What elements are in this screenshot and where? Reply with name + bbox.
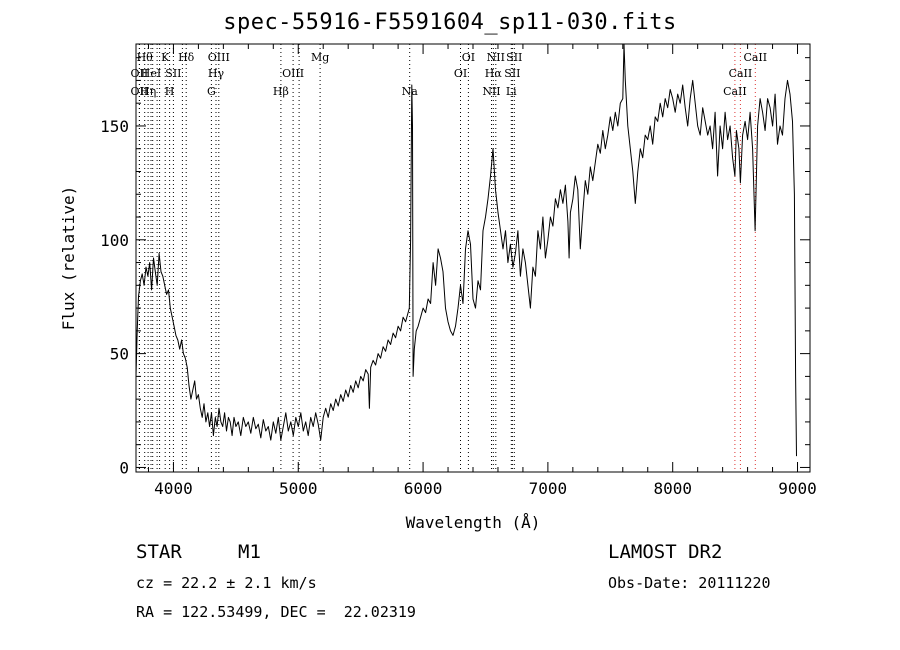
marker-label-29: CaII bbox=[723, 85, 747, 98]
marker-label-1: OII bbox=[131, 67, 149, 80]
x-tick-label: 7000 bbox=[529, 479, 568, 498]
marker-label-14: Hγ bbox=[208, 67, 225, 80]
x-tick-label: 9000 bbox=[778, 479, 817, 498]
marker-label-2: Hθ bbox=[137, 51, 154, 64]
marker-label-22: OI bbox=[462, 51, 475, 64]
observation-date: Obs-Date: 20111220 bbox=[608, 574, 771, 592]
marker-label-17: OIII bbox=[282, 67, 304, 80]
x-axis-label: Wavelength (Å) bbox=[406, 513, 541, 532]
marker-label-10: SII bbox=[165, 67, 181, 80]
spectrum-line-0 bbox=[135, 43, 797, 457]
marker-label-28: SII bbox=[506, 51, 522, 64]
object-subclass: M1 bbox=[238, 541, 261, 563]
marker-label-24: Hα bbox=[485, 67, 503, 80]
marker-label-15: OIII bbox=[208, 51, 230, 64]
spectrum-series bbox=[135, 43, 797, 457]
x-tick-label: 8000 bbox=[653, 479, 692, 498]
marker-label-31: CaII bbox=[743, 51, 767, 64]
marker-label-3: Hη bbox=[140, 85, 156, 98]
plot-frame bbox=[135, 43, 811, 473]
coordinates: RA = 122.53499, DEC = 22.02319 bbox=[136, 603, 416, 621]
marker-label-23: NII bbox=[482, 85, 500, 98]
marker-label-25: NII bbox=[487, 51, 505, 64]
marker-label-30: CaII bbox=[729, 67, 753, 80]
marker-label-0: OII bbox=[131, 85, 149, 98]
marker-label-12: Hδ bbox=[178, 51, 195, 64]
y-tick-label: 150 bbox=[100, 117, 129, 136]
marker-label-19: Mg bbox=[311, 51, 329, 64]
axis-ticks: 4000 5000 6000 7000 8000 9000 0 50 100 150 bbox=[100, 44, 817, 498]
marker-label-26: Li bbox=[506, 85, 517, 98]
redshift-value: cz = 22.2 ± 2.1 km/s bbox=[136, 574, 317, 592]
marker-label-20: Na bbox=[402, 85, 419, 98]
x-tick-label: 6000 bbox=[404, 479, 443, 498]
x-tick-label: 5000 bbox=[279, 479, 318, 498]
marker-label-27: SII bbox=[504, 67, 520, 80]
marker-label-13: G bbox=[207, 85, 216, 98]
y-tick-label: 50 bbox=[110, 345, 129, 364]
object-class: STAR bbox=[136, 541, 182, 563]
marker-label-4: HeI bbox=[141, 67, 161, 80]
line-markers bbox=[138, 44, 756, 472]
y-axis-label: Flux (relative) bbox=[59, 186, 78, 331]
marker-label-16: Hβ bbox=[273, 85, 289, 98]
marker-label-9: H bbox=[165, 85, 175, 98]
x-tick-label: 4000 bbox=[154, 479, 193, 498]
y-tick-label: 0 bbox=[119, 458, 129, 477]
y-tick-label: 100 bbox=[100, 231, 129, 250]
survey-name: LAMOST DR2 bbox=[608, 541, 723, 563]
marker-label-21: OI bbox=[454, 67, 467, 80]
marker-label-8: K bbox=[161, 51, 170, 64]
chart-title: spec-55916-F5591604_sp11-030.fits bbox=[223, 10, 677, 35]
